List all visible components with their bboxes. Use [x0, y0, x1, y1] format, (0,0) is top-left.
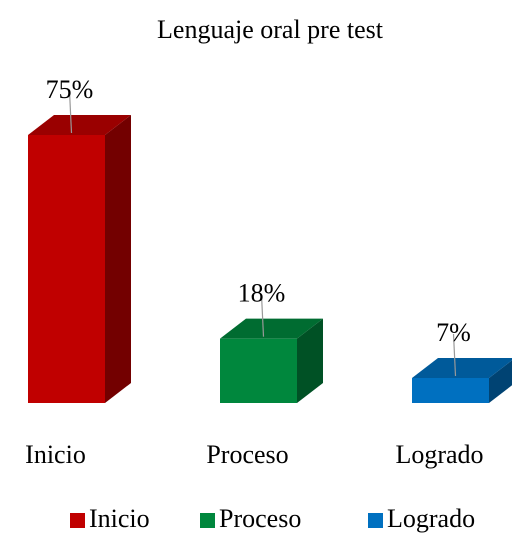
leader-line: [452, 333, 457, 377]
data-label: 75%: [46, 75, 94, 104]
x-tick-label: Logrado: [395, 440, 483, 469]
bar-side: [105, 115, 131, 403]
data-label: 18%: [238, 279, 286, 308]
bar-side: [297, 318, 323, 403]
legend-swatch: [200, 513, 215, 528]
bar-top: [28, 115, 131, 135]
legend-swatch: [70, 513, 85, 528]
legend-swatch: [368, 513, 383, 528]
bar-top: [412, 357, 512, 378]
legend-label: Inicio: [89, 504, 150, 533]
bar: [28, 135, 105, 403]
bar-side: [489, 360, 512, 403]
leader-line: [68, 90, 73, 134]
leader-line: [260, 294, 265, 337]
data-label: 7%: [436, 318, 471, 347]
legend-label: Logrado: [387, 504, 475, 533]
legend-label: Proceso: [219, 504, 301, 533]
chart-title: Lenguaje oral pre test: [157, 15, 384, 44]
bar: [412, 377, 489, 403]
bar-top: [220, 318, 323, 339]
x-tick-label: Inicio: [25, 440, 86, 469]
x-tick-label: Proceso: [206, 440, 288, 469]
bar: [220, 338, 297, 403]
